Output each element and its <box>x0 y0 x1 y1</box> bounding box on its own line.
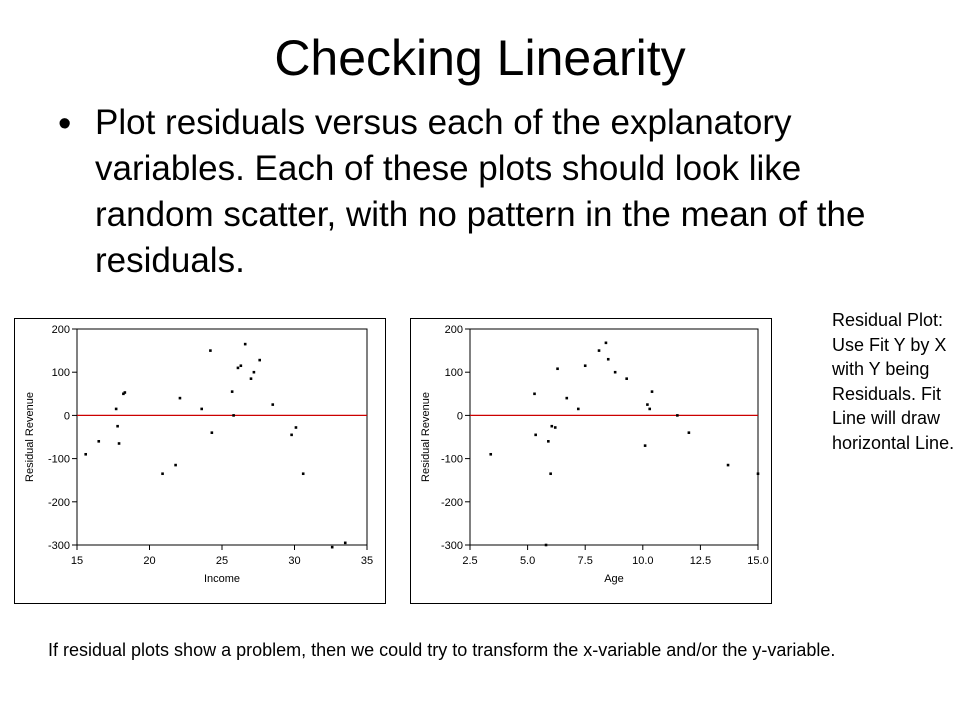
age-data-point <box>648 407 652 411</box>
age-data-point <box>533 392 536 396</box>
income-data-point <box>97 440 101 443</box>
age-x-tick-label: 15.0 <box>747 555 768 567</box>
income-data-point <box>161 472 164 476</box>
income-data-point <box>117 442 121 445</box>
income-x-tick-label: 15 <box>71 555 83 567</box>
income-data-point <box>84 452 87 456</box>
income-data-point <box>239 364 243 368</box>
age-data-point <box>556 367 559 371</box>
income-y-tick-label: -200 <box>48 497 70 509</box>
age-data-point <box>544 543 548 547</box>
age-data-point <box>550 424 554 428</box>
income-data-point <box>301 472 305 476</box>
age-data-point <box>756 472 760 476</box>
age-data-point <box>547 440 550 443</box>
age-data-point <box>643 444 647 447</box>
age-data-point <box>676 414 679 417</box>
age-y-axis-label: Residual Revenue <box>420 392 432 482</box>
age-y-tick-label: -300 <box>441 540 463 552</box>
income-data-point <box>209 349 212 352</box>
income-plot-area <box>76 328 368 546</box>
income-x-tick-label: 20 <box>143 555 155 567</box>
income-data-point <box>343 541 347 545</box>
income-x-axis-label: Income <box>204 573 240 585</box>
age-plot-area <box>469 328 759 546</box>
income-x-tick-label: 30 <box>288 555 300 567</box>
age-y-tick-label: -100 <box>441 454 463 466</box>
footer-note: If residual plots show a problem, then w… <box>48 640 836 660</box>
age-plot-svg: 200 100 0 -100 -200 -300 2.5 5.0 7.5 10.0 12.5 15.0… <box>420 324 769 585</box>
age-data-point <box>604 341 608 345</box>
age-x-tick-label: 12.5 <box>690 555 711 567</box>
income-data-point <box>116 424 119 428</box>
income-data-point <box>294 426 298 429</box>
age-data-point <box>553 426 557 429</box>
age-data-point <box>565 396 569 400</box>
bullet-marker: • <box>58 103 72 145</box>
income-data-point <box>178 396 182 400</box>
age-x-tick-label: 7.5 <box>578 555 593 567</box>
income-data-point <box>232 414 235 417</box>
income-y-tick-label: 100 <box>52 367 70 379</box>
income-data-point <box>236 366 240 370</box>
age-y-tick-label: 0 <box>457 410 463 422</box>
age-data-point <box>646 403 649 406</box>
income-data-point <box>330 545 334 549</box>
income-data-point <box>252 370 256 374</box>
age-data-point <box>606 357 610 361</box>
income-residual-plot: 200 100 0 -100 -200 -300 15 20 25 30 35 Income Resid… <box>14 318 386 604</box>
slide-title: Checking Linearity <box>274 30 686 86</box>
age-data-point <box>583 364 587 368</box>
income-y-tick-label: -300 <box>48 540 70 552</box>
age-y-tick-label: -200 <box>441 497 463 509</box>
age-data-point <box>489 452 493 456</box>
income-data-point <box>210 431 214 434</box>
age-data-point <box>650 390 654 393</box>
age-data-point <box>613 370 617 374</box>
age-data-point <box>726 463 730 467</box>
age-data-point <box>549 472 552 476</box>
age-data-point <box>597 349 601 352</box>
income-y-axis-label: Residual Revenue <box>24 392 36 482</box>
age-x-axis-label: Age <box>604 573 624 585</box>
bullet-text: Plot residuals versus each of the explan… <box>95 103 866 280</box>
age-residual-plot: 200 100 0 -100 -200 -300 2.5 5.0 7.5 10.0 12.5 15.0… <box>410 318 772 604</box>
age-y-tick-label: 200 <box>445 324 463 336</box>
age-data-point <box>576 407 580 411</box>
income-y-tick-label: -100 <box>48 454 70 466</box>
income-data-point <box>123 391 127 394</box>
income-y-tick-label: 0 <box>64 410 70 422</box>
income-data-point <box>271 403 275 406</box>
income-data-point <box>230 390 234 393</box>
income-data-point <box>258 358 261 362</box>
income-data-point <box>243 342 247 346</box>
age-x-tick-label: 2.5 <box>462 555 477 567</box>
age-data-point <box>534 433 537 437</box>
income-data-point <box>290 433 293 437</box>
age-x-tick-label: 5.0 <box>520 555 535 567</box>
age-data-point <box>625 377 628 380</box>
income-data-point <box>174 463 177 467</box>
income-data-point <box>200 407 203 411</box>
age-x-tick-label: 10.0 <box>632 555 653 567</box>
income-data-point <box>114 407 118 411</box>
income-x-tick-label: 25 <box>216 555 228 567</box>
income-x-tick-label: 35 <box>361 555 373 567</box>
age-data-point <box>687 431 691 434</box>
income-data-point <box>122 392 125 396</box>
age-y-tick-label: 100 <box>445 367 463 379</box>
income-data-point <box>249 377 253 380</box>
residual-plot-note: Residual Plot: Use Fit Y by X with Y bei… <box>832 310 955 453</box>
income-y-tick-label: 200 <box>52 324 70 336</box>
